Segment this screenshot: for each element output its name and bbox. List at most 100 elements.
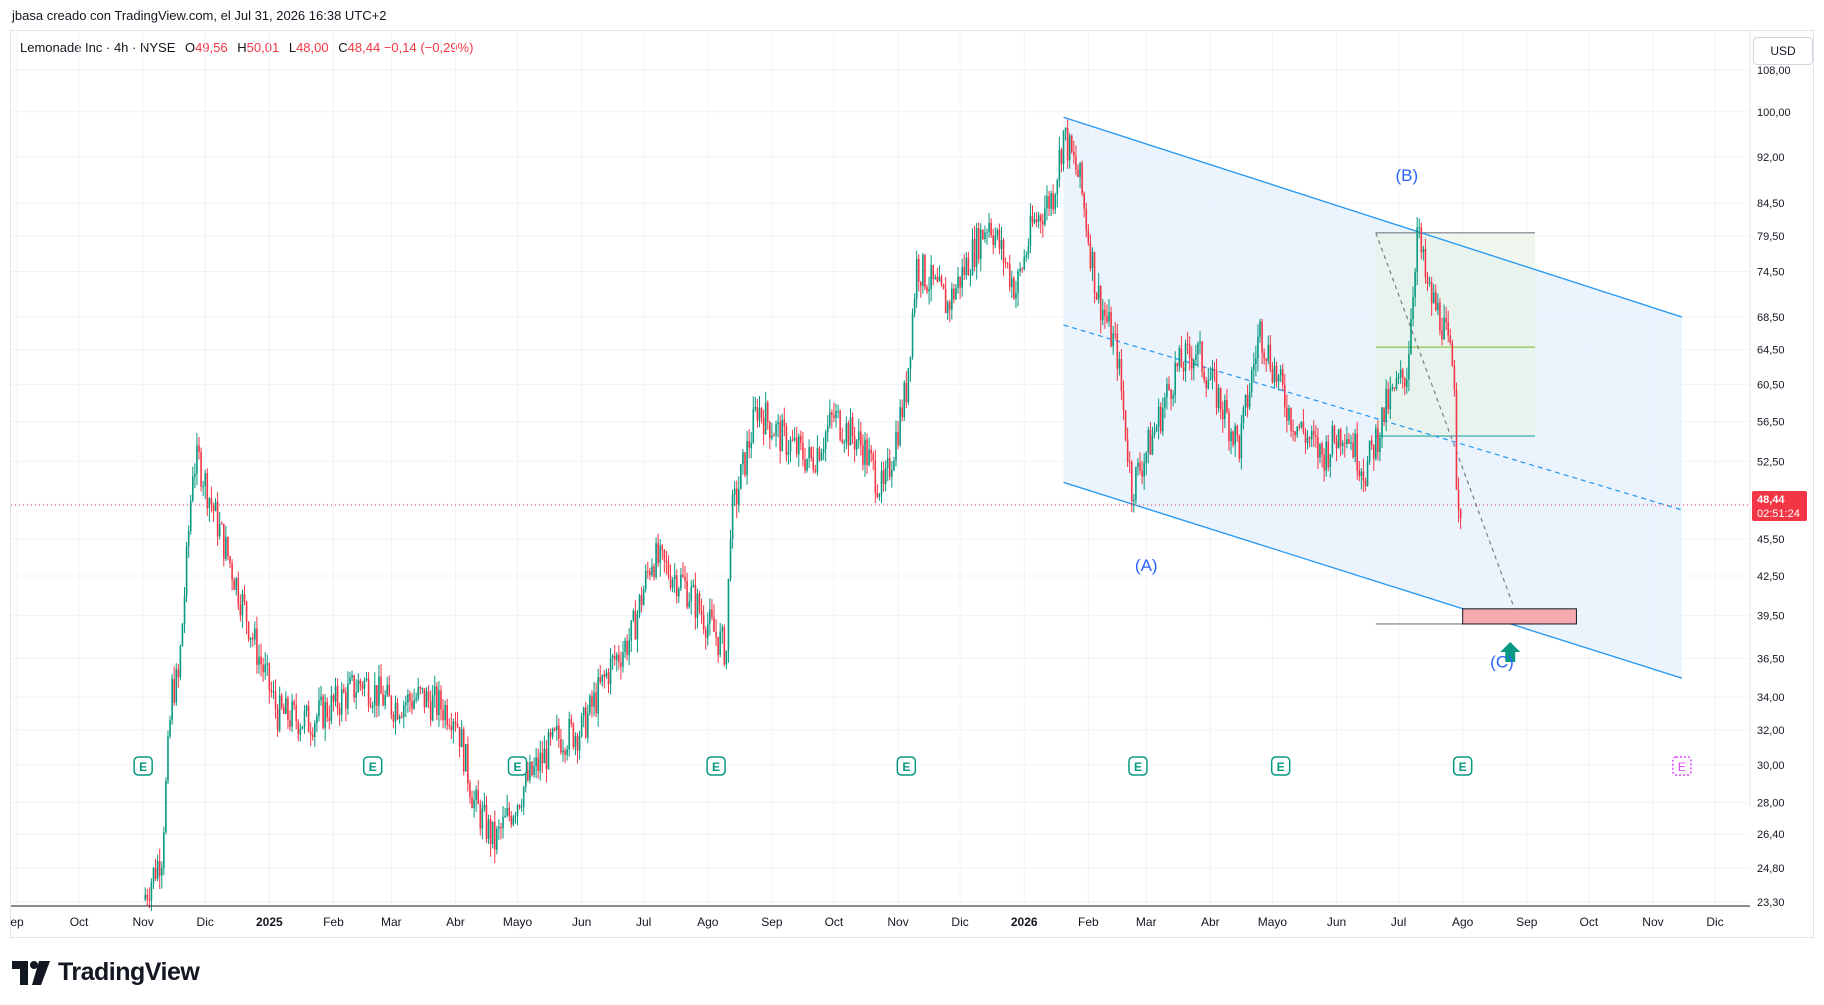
price-tick-label: 34,00 [1757,692,1785,704]
candle-body [487,819,490,839]
candle-body [1021,268,1023,270]
candle-body [524,770,527,787]
candle-body [380,676,382,694]
future-earnings-marker-label: E [1678,760,1686,774]
time-tick-label: Feb [323,915,344,929]
candle-body [909,356,912,369]
candle-body [1083,193,1085,209]
candle-body [620,662,622,667]
candle-body [624,640,626,653]
candle-body [917,258,920,282]
candle-body [847,423,850,446]
candle-body [185,546,188,597]
price-tick-label: 92,00 [1757,152,1785,164]
candle-body [1209,379,1212,381]
candle-body [636,613,639,640]
candle-body [512,816,515,825]
candle-body [1004,262,1007,264]
candle-body [419,687,422,689]
candle-body [394,702,397,722]
candle-body [1354,433,1356,458]
channel-lower-line [1063,481,1683,679]
time-tick-label: ep [10,915,24,929]
candle-body [1139,462,1141,472]
candle-body [1383,407,1385,422]
candle-body [1205,380,1208,389]
candle-body [715,631,717,637]
candle-body [1039,215,1042,222]
candle-body [818,448,821,461]
candle-body [465,744,467,772]
candle-body [179,646,182,678]
candle-body [1397,377,1400,379]
candle-body [1310,431,1313,440]
candle-body [386,684,389,696]
candle-body [450,726,453,731]
candle-body [1298,426,1301,428]
time-tick-label: 2026 [1011,915,1038,929]
candle-body [1453,365,1456,390]
candle-body [1346,438,1348,444]
candle-body [1424,248,1427,278]
candle-body [738,489,740,505]
candle-body [146,894,149,900]
candle-body [1147,429,1150,453]
price-chart[interactable]: (A) (B) (C) E E E E E E E E E 108,00 100,00 92,00 84,50… [0,0,1824,950]
candle-body [607,672,610,685]
candle-body [1031,215,1034,223]
candle-body [436,686,438,716]
candle-body [957,276,959,288]
candle-body [649,571,651,576]
candle-body [1459,508,1462,519]
candle-body [717,636,719,655]
candle-body [808,447,810,459]
candle-body [1120,359,1123,391]
candle-body [771,435,773,439]
candle-body [742,452,744,465]
candle-body [239,604,242,616]
candle-body [673,575,676,580]
candle-body [642,589,645,605]
candle-body [547,732,550,769]
candle-body [764,402,767,434]
price-tick-label: 32,00 [1757,725,1785,737]
time-tick-label: Nov [132,915,153,929]
candle-body [216,501,219,537]
candle-body [1230,431,1232,442]
candle-body [922,254,924,286]
candle-body [473,799,475,809]
candle-body [1399,369,1402,378]
candle-body [425,691,428,708]
candle-body [264,664,266,673]
open-value: 49,56 [195,40,228,55]
candle-body [1060,149,1063,165]
candle-body [719,631,721,655]
candle-body [421,688,424,690]
candle-body [580,715,583,737]
candle-body [1284,385,1286,408]
currency-button[interactable]: USD [1753,37,1813,65]
candle-body [227,537,229,557]
price-tick-label: 23,30 [1757,897,1785,909]
candle-body [1044,208,1046,225]
candle-body [1339,429,1342,446]
candle-body [760,408,763,418]
candle-body [684,576,686,581]
candle-body [1286,407,1288,421]
candle-body [1350,442,1352,444]
price-tick-label: 64,50 [1757,345,1785,357]
symbol-legend[interactable]: Lemonade Inc · 4h · NYSE O49,56 H50,01 L… [20,40,473,55]
candle-body [965,257,968,275]
candle-body [1319,443,1321,458]
candle-body [249,637,252,640]
candle-body [1077,169,1079,178]
candle-body [535,757,537,767]
price-tick-label: 108,00 [1757,65,1791,77]
candle-body [700,610,703,616]
tradingview-logo[interactable]: TradingView [12,958,200,987]
candle-body [415,698,417,701]
candle-body [1124,410,1127,440]
candle-body [595,692,597,714]
candle-body [1135,467,1137,501]
candle-body [727,578,730,651]
